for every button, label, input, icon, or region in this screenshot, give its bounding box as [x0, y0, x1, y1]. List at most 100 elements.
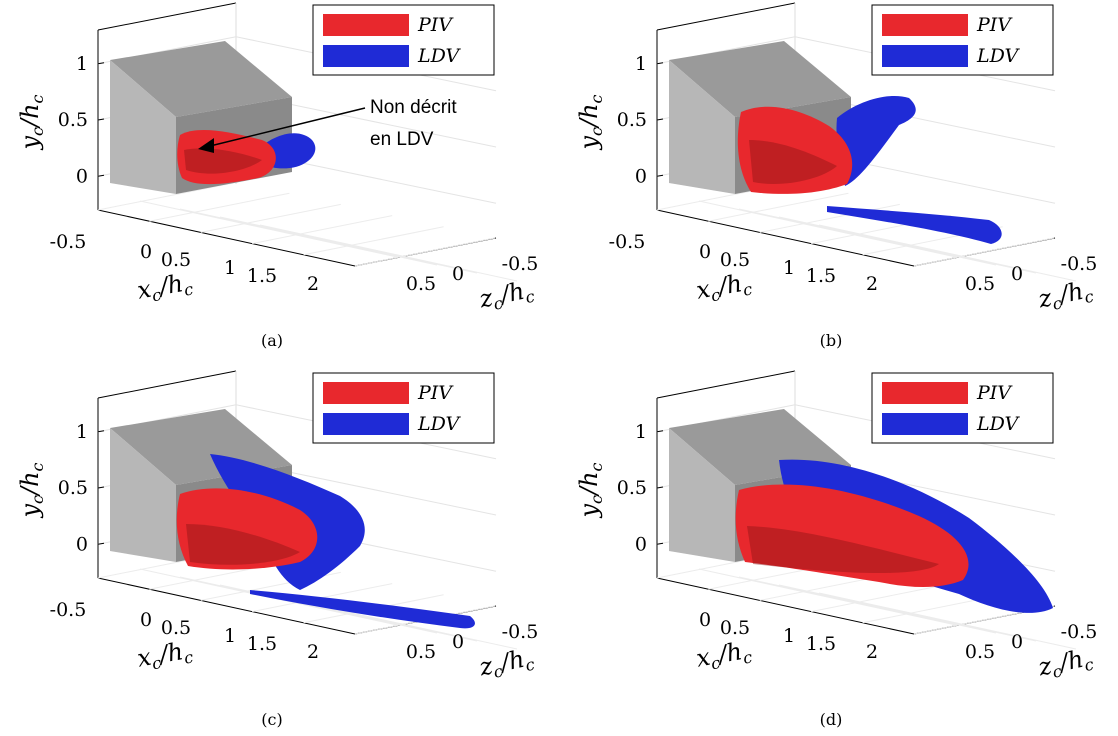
legend-label-0: PIV: [976, 382, 1013, 404]
z-axis-label-1-text: zc/hc: [1035, 275, 1095, 317]
x-axis-label-3: xc/hc: [694, 637, 754, 673]
grid-floor-z-0: [698, 200, 957, 258]
block-side-face: [110, 60, 176, 194]
legend-3: PIV LDV: [871, 372, 1054, 444]
block-top-face: [110, 41, 292, 117]
grid-floor-x-4: [303, 226, 444, 256]
x-tick-label-2: 0.5: [720, 249, 750, 271]
legend-label-1: LDV: [417, 413, 462, 435]
panel-c: 1 0.5 0 -0.5 0 0.5 1 1.5 2 0.5 0 -0.5 yc/hc xc/hc zc/h…: [0, 368, 559, 736]
ldv-floor-surface: [250, 590, 475, 629]
y-tick-mark-1: [97, 118, 105, 121]
x-tick-label-4: 1.5: [806, 265, 836, 287]
x-axis-line: [97, 577, 356, 635]
legend-swatch-1: [323, 413, 409, 435]
grid-floor-z-2: [778, 584, 1037, 642]
block-side-face: [669, 60, 735, 194]
x-tick-label-5: 2: [307, 273, 319, 295]
y-tick-mark-1: [656, 118, 664, 121]
annotation-line-1: Non décrit: [370, 97, 457, 118]
y-axis-label-2: yc/hc: [16, 462, 47, 518]
y-axis-label-1-text: yc/hc: [575, 94, 606, 150]
y-ticks-1: 10.50: [617, 53, 664, 187]
y-tick-mark-2: [97, 542, 105, 545]
y-axis-label-3: yc/hc: [575, 462, 606, 518]
x-tick-label-3: 1: [783, 257, 795, 279]
grid-floor-z-2: [778, 216, 1037, 274]
x-tick-label-2: 0.5: [161, 617, 191, 639]
z-axis-label-2: zc/hc: [476, 645, 536, 682]
x-tick-label-5: 2: [307, 641, 319, 663]
z-ticks-2: 0.5 0 -0.5: [406, 621, 538, 663]
y-axis-label-2-text: yc/hc: [16, 462, 47, 518]
z-axis-label-0-text: zc/hc: [476, 275, 536, 317]
grid-floor-z-1: [738, 576, 997, 634]
legend-label-0: PIV: [417, 14, 454, 36]
grid-floor-z-1: [738, 208, 997, 266]
y-axis-label-1: yc/hc: [575, 94, 606, 150]
z-tick-label-1: 0: [452, 631, 464, 653]
grid-floor-z-3: [818, 592, 1077, 650]
grid-floor-x-2: [200, 203, 341, 233]
legend-2: PIV LDV: [312, 372, 495, 444]
legend-label-1: LDV: [976, 413, 1021, 435]
legend-swatch-0: [323, 14, 409, 36]
z-axis-label-3: zc/hc: [1035, 645, 1095, 682]
y-tick-label-1: 0.5: [617, 109, 647, 131]
isosurfaces-3: [735, 459, 1053, 613]
x-tick-label-1: 0: [140, 609, 152, 631]
y-tick-label-2: 0: [76, 165, 88, 187]
back-top-line: [656, 2, 796, 31]
y-tick-label-0: 1: [635, 53, 647, 75]
piv-surface: [176, 488, 318, 570]
x-axis-line: [97, 209, 356, 267]
annotation-arrow-head: [198, 138, 214, 153]
annotation-line-2: en LDV: [370, 129, 434, 150]
grid-floor-x-1: [149, 192, 290, 222]
back-top-line: [656, 370, 796, 399]
x-tick-label-4: 1.5: [247, 633, 277, 655]
grid-floor-x-5: [913, 237, 1055, 267]
z-tick-label-2: -0.5: [502, 621, 539, 643]
x-tick-label-2: 0.5: [161, 249, 191, 271]
x-axis-line: [656, 577, 915, 635]
isosurfaces-0: [177, 130, 316, 185]
z-axis-label-0: zc/hc: [476, 275, 536, 317]
z-tick-label-0: 0.5: [406, 273, 436, 295]
x-tick-label-5: 2: [866, 273, 878, 295]
y-axis-label-3-text: yc/hc: [575, 462, 606, 518]
legend-1: PIV LDV: [871, 4, 1054, 76]
x-tick-label-0: -0.5: [50, 231, 87, 253]
y-tick-label-0: 1: [76, 53, 88, 75]
x-axis-label-2: xc/hc: [135, 636, 195, 676]
piv-surface: [737, 106, 853, 194]
z-tick-label-0: 0.5: [965, 273, 995, 295]
y-ticks-2: 10.50: [58, 421, 105, 555]
grid-floor-x-2: [759, 203, 900, 233]
grid-floor-x-0: [97, 181, 239, 211]
y-tick-label-2: 0: [635, 165, 647, 187]
x-tick-label-3: 1: [224, 625, 236, 647]
y-tick-label-0: 1: [635, 421, 647, 443]
annotation-arrow-line: [205, 107, 366, 148]
grid-floor-x-1: [708, 192, 849, 222]
x-axis-label-0: xc/hc: [135, 269, 195, 305]
grid-floor-z-2: [219, 216, 478, 274]
caption-b: (b): [819, 331, 843, 350]
grid-floor-x-5: [354, 237, 496, 267]
x-axis-label-2-text: xc/hc: [135, 636, 195, 676]
z-tick-label-1: 0: [1011, 631, 1023, 653]
x-ticks-2: -0.5 0 0.5 1 1.5 2: [50, 599, 319, 663]
legend-label-0: PIV: [976, 14, 1013, 36]
caption-a: (a): [260, 331, 284, 350]
y-ticks-0: 10.50: [58, 53, 105, 187]
z-tick-label-2: -0.5: [502, 253, 539, 275]
z-tick-label-1: 0: [1011, 263, 1023, 285]
block-top-face: [669, 41, 851, 117]
y-axis-label-0: yc/hc: [16, 94, 47, 150]
x-tick-label-4: 1.5: [247, 265, 277, 287]
